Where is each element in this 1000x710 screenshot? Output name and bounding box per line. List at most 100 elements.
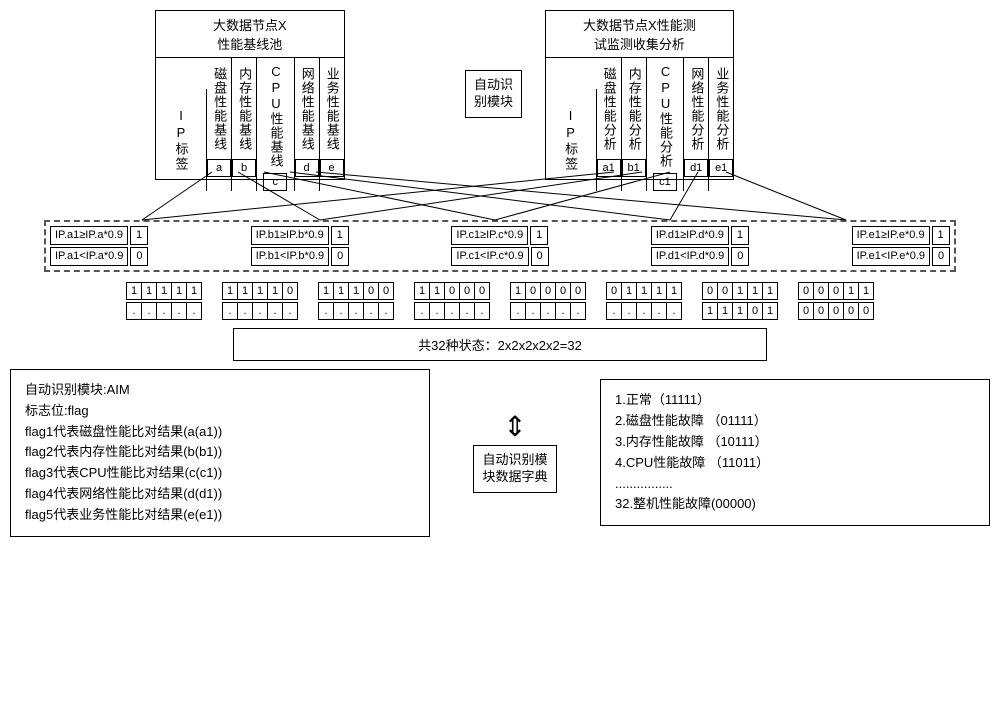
bit-cell: 1 <box>843 282 859 300</box>
condition-row: IP.e1<IP.e*0.90 <box>852 247 950 266</box>
left-metric-col: 内存性能基线b <box>232 58 257 191</box>
condition-bit: 0 <box>932 247 950 266</box>
bit-cell: . <box>252 302 268 320</box>
analysis-block: 大数据节点X性能测 试监测收集分析 IP标签 磁盘性能分析a1内存性能分析b1C… <box>545 10 735 180</box>
condition-pair: IP.e1≥IP.e*0.91 IP.e1<IP.e*0.90 <box>852 226 950 266</box>
right-metric-label: 内存性能分析 <box>622 58 644 160</box>
bit-group: 10000..... <box>510 282 586 320</box>
bit-cell: 0 <box>444 282 460 300</box>
bit-cell: 0 <box>843 302 859 320</box>
bit-cell: 1 <box>651 282 667 300</box>
bit-cell: 1 <box>510 282 526 300</box>
bit-cell: 1 <box>222 282 238 300</box>
bit-cell: 1 <box>636 282 652 300</box>
bit-cell: . <box>459 302 475 320</box>
dict-line: ................ <box>615 474 975 495</box>
condition-expr: IP.c1<IP.c*0.9 <box>451 247 528 266</box>
bit-cell: 1 <box>414 282 430 300</box>
bit-cell: 1 <box>732 282 748 300</box>
bit-cell: . <box>510 302 526 320</box>
condition-expr: IP.d1<IP.d*0.9 <box>651 247 729 266</box>
bit-cell: . <box>636 302 652 320</box>
left-metric-footer: b <box>232 159 256 177</box>
condition-pair: IP.d1≥IP.d*0.91IP.d1<IP.d*0.90 <box>651 226 749 266</box>
left-metric-footer: c <box>263 173 287 191</box>
bit-cell: 1 <box>762 282 778 300</box>
bit-cell: . <box>666 302 682 320</box>
right-metric-col: 网络性能分析d1 <box>684 58 709 191</box>
ip-label-col-right: IP标签 <box>546 89 597 191</box>
left-metric-footer: e <box>320 159 344 177</box>
bit-cell: 1 <box>186 282 202 300</box>
dict-label-box: 自动识别模 块数据字典 <box>473 445 556 493</box>
bit-cell: . <box>555 302 571 320</box>
left-metric-col: CPU性能基线c <box>257 58 295 191</box>
condition-row: IP.d1<IP.d*0.90 <box>651 247 749 266</box>
bit-cell: 0 <box>828 282 844 300</box>
condition-pair: IP.a1≥IP.a*0.91 IP.a1<IP.a*0.90 <box>50 226 148 266</box>
bit-row: 00000 <box>798 302 874 320</box>
right-metric-footer: d1 <box>684 159 708 177</box>
bit-cell: 1 <box>702 302 718 320</box>
bit-cell: 1 <box>318 282 334 300</box>
dict-line: 3.内存性能故障 （10111） <box>615 432 975 453</box>
bit-cell: . <box>222 302 238 320</box>
condition-row: IP.a1<IP.a*0.90 <box>50 247 148 266</box>
bit-cell: 1 <box>126 282 142 300</box>
bit-cell: 1 <box>171 282 187 300</box>
bit-row: 01111 <box>606 282 682 300</box>
condition-row: IP.e1≥IP.e*0.91 <box>852 226 950 245</box>
bit-cell: . <box>651 302 667 320</box>
bit-patterns-area: 11111.....11110.....11100.....11000.....… <box>30 282 970 320</box>
condition-group: IP.a1≥IP.a*0.91 IP.a1<IP.a*0.90 IP.b1≥IP.b… <box>44 220 956 272</box>
bit-cell: . <box>378 302 394 320</box>
bit-cell: . <box>171 302 187 320</box>
right-metric-col: 内存性能分析b1 <box>622 58 647 191</box>
legend-line: 标志位:flag <box>25 401 415 422</box>
condition-row: IP.b1≥IP.b*0.91 <box>251 226 349 245</box>
top-row: 大数据节点X 性能基线池 IP标签 磁盘性能基线a内存性能基线bCPU性能基线c… <box>10 10 990 180</box>
state-count-box: 共32种状态：2x2x2x2x2=32 <box>233 328 767 361</box>
bit-group: 0001100000 <box>798 282 874 320</box>
bit-cell: . <box>570 302 586 320</box>
legend-line: flag4代表网络性能比对结果(d(d1)) <box>25 484 415 505</box>
dict-line: 4.CPU性能故障 （11011） <box>615 453 975 474</box>
right-metric-label: 网络性能分析 <box>685 58 707 160</box>
bit-cell: 1 <box>621 282 637 300</box>
bit-cell: 1 <box>237 282 253 300</box>
bit-cell: . <box>237 302 253 320</box>
condition-expr: IP.c1≥IP.c*0.9 <box>451 226 528 245</box>
bit-group: 11110..... <box>222 282 298 320</box>
bit-cell: 1 <box>717 302 733 320</box>
bit-group: 11100..... <box>318 282 394 320</box>
bit-cell: 0 <box>606 282 622 300</box>
legend-line: flag1代表磁盘性能比对结果(a(a1)) <box>25 422 415 443</box>
bit-row: ..... <box>318 302 394 320</box>
condition-row: IP.a1≥IP.a*0.91 <box>50 226 148 245</box>
right-metric-label: 磁盘性能分析 <box>597 58 619 160</box>
bit-row: 11000 <box>414 282 490 300</box>
bit-cell: 0 <box>525 282 541 300</box>
bit-cell: . <box>414 302 430 320</box>
bit-cell: 1 <box>747 282 763 300</box>
left-metric-label: CPU性能基线 <box>264 58 286 174</box>
left-metric-label: 网络性能基线 <box>295 58 317 160</box>
aim-module-small: 自动识 别模块 <box>465 70 522 118</box>
bit-cell: . <box>267 302 283 320</box>
bit-cell: . <box>156 302 172 320</box>
legend-line: flag2代表内存性能比对结果(b(b1)) <box>25 442 415 463</box>
condition-row: IP.b1<IP.b*0.90 <box>251 247 349 266</box>
condition-row: IP.c1<IP.c*0.90 <box>451 247 548 266</box>
condition-pair: IP.b1≥IP.b*0.91 IP.b1<IP.b*0.90 <box>251 226 349 266</box>
right-metric-footer: b1 <box>622 159 646 177</box>
bit-cell: 0 <box>858 302 874 320</box>
ip-label-col-left: IP标签 <box>156 89 207 191</box>
bit-cell: 0 <box>798 302 814 320</box>
bit-cell: 0 <box>813 282 829 300</box>
bit-cell: . <box>444 302 460 320</box>
bit-row: 11110 <box>222 282 298 300</box>
bit-row: 11111 <box>126 282 202 300</box>
condition-bit: 1 <box>932 226 950 245</box>
bit-cell: 0 <box>828 302 844 320</box>
condition-row: IP.c1≥IP.c*0.91 <box>451 226 548 245</box>
